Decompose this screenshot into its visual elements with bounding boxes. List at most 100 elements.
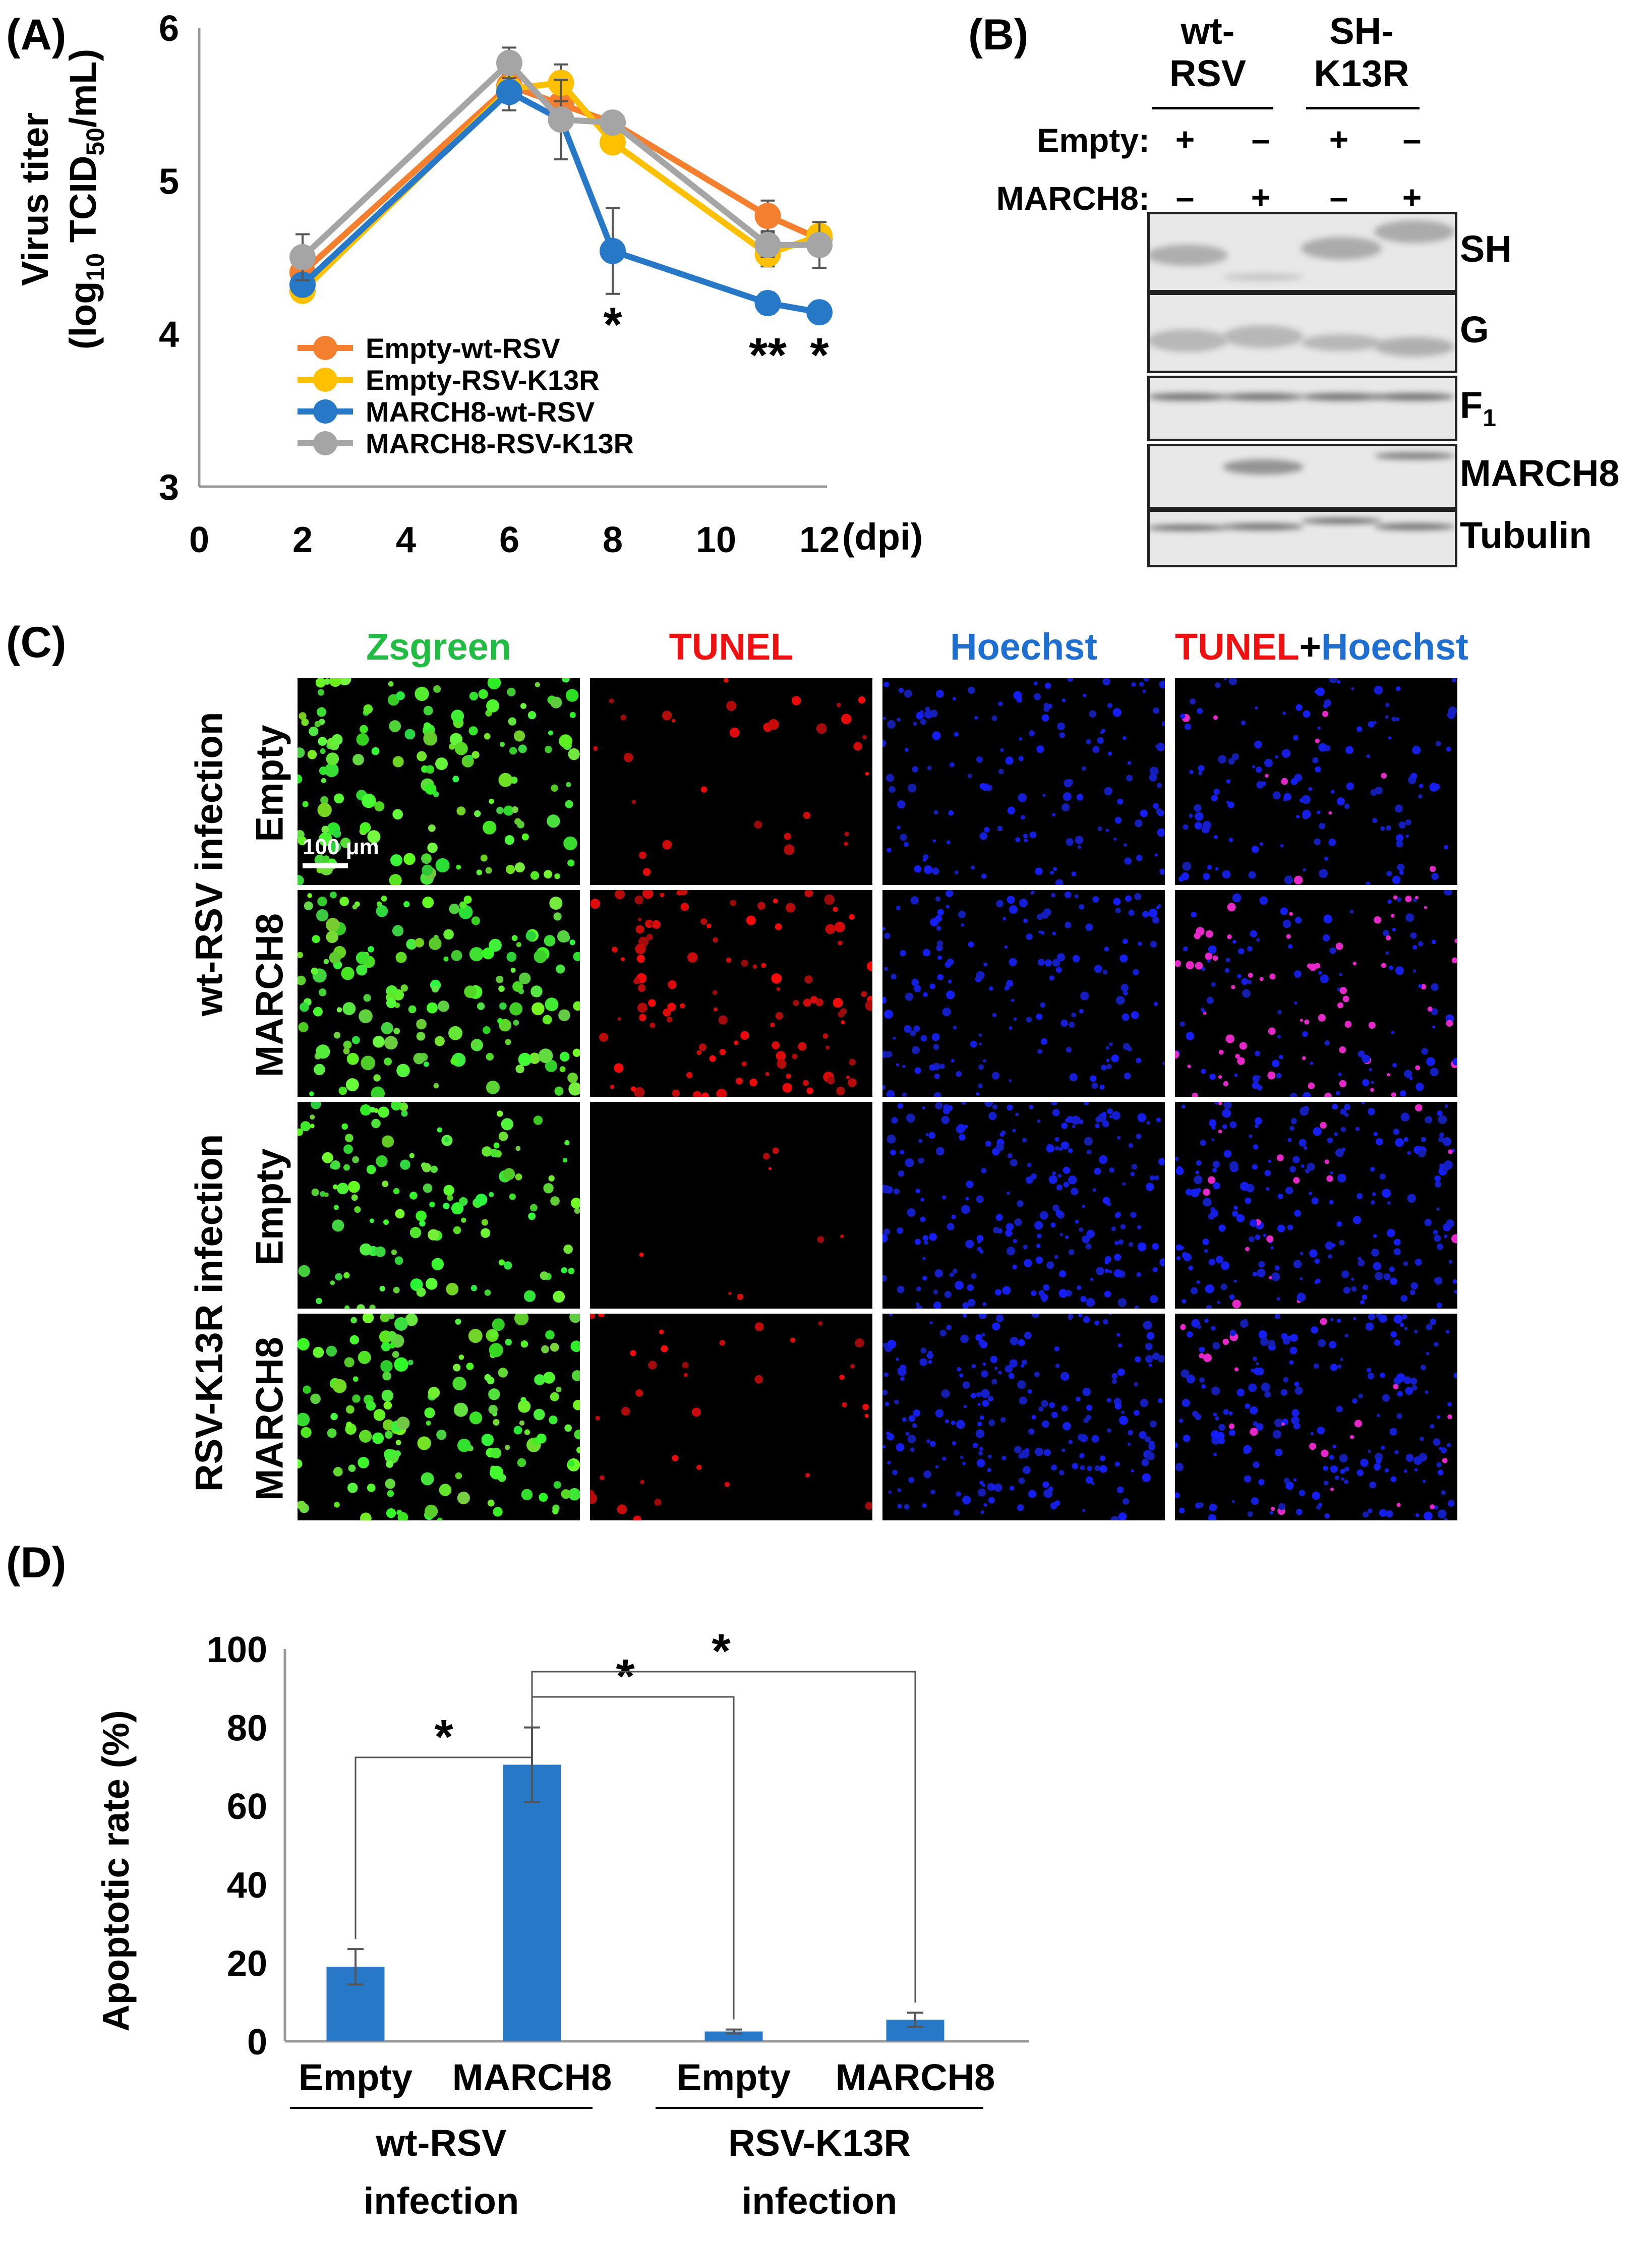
cell-dot — [446, 1282, 459, 1295]
data-point — [600, 129, 626, 156]
cell-dot — [637, 917, 642, 922]
cell-dot — [298, 875, 304, 885]
cell-dot — [507, 687, 516, 696]
cell-dot — [996, 1314, 1004, 1322]
cell-dot — [977, 1240, 981, 1244]
cell-dot — [313, 1346, 324, 1358]
cell-dot — [520, 703, 526, 709]
cell-dot — [667, 1002, 676, 1012]
cell-dot — [301, 718, 309, 726]
cell-dot — [439, 1484, 452, 1496]
cell-dot — [951, 1059, 955, 1063]
cell-dot — [1268, 1276, 1272, 1279]
cell-dot — [1277, 1193, 1283, 1199]
cell-dot — [1444, 1104, 1448, 1108]
cell-dot — [1400, 1323, 1404, 1327]
cell-dot — [400, 984, 408, 992]
cell-dot — [1134, 1410, 1140, 1416]
blot-band — [1374, 393, 1455, 401]
cell-dot — [1430, 1068, 1439, 1077]
cell-dot — [1394, 1339, 1400, 1346]
cell-dot — [1156, 742, 1165, 751]
cell-dot — [524, 1429, 530, 1435]
cell-dot — [1186, 961, 1195, 970]
cell-dot — [538, 1048, 553, 1064]
cell-dot — [937, 940, 943, 947]
cell-dot — [450, 1057, 458, 1065]
cell-dot — [914, 865, 922, 873]
cell-dot — [1197, 708, 1203, 715]
cell-dot — [345, 1405, 355, 1414]
cell-dot — [846, 1075, 850, 1080]
cell-dot — [1386, 871, 1392, 876]
cell-dot — [1374, 685, 1383, 695]
cell-dot — [913, 722, 917, 726]
cell-dot — [1365, 1322, 1374, 1331]
cell-dot — [1094, 1167, 1101, 1175]
cell-dot — [946, 990, 955, 999]
cell-dot — [1422, 1480, 1426, 1483]
cell-dot — [994, 1483, 1002, 1492]
cell-dot — [1413, 1456, 1423, 1465]
cell-dot — [313, 1007, 323, 1017]
cell-dot — [1393, 1315, 1403, 1324]
cell-dot — [600, 1475, 605, 1481]
cell-dot — [1152, 1243, 1159, 1250]
cell-dot — [569, 1314, 580, 1323]
cell-dot — [1012, 1264, 1017, 1270]
cell-dot — [1102, 970, 1108, 975]
micrograph-row-label-text: MARCH8 — [248, 1336, 291, 1501]
merge-image — [1175, 890, 1457, 1097]
cell-dot — [1278, 1503, 1286, 1510]
cell-dot — [992, 1013, 996, 1018]
cell-dot — [887, 1433, 895, 1441]
cell-dot — [590, 899, 601, 909]
cell-dot — [763, 1153, 770, 1160]
cell-dot — [1224, 678, 1227, 681]
cell-dot — [1054, 1146, 1059, 1151]
cell-dot — [882, 996, 887, 1004]
cell-dot — [1024, 1259, 1032, 1267]
cell-dot — [520, 1397, 526, 1403]
cell-dot — [1114, 816, 1122, 824]
cell-dot — [1358, 1259, 1365, 1267]
cell-dot — [1036, 1244, 1041, 1248]
cell-dot — [1352, 961, 1357, 966]
cell-dot — [1071, 1115, 1081, 1125]
cell-dot — [1386, 935, 1391, 940]
cell-dot — [318, 832, 333, 847]
cell-dot — [1446, 1020, 1453, 1027]
cell-dot — [1086, 1149, 1092, 1155]
cell-dot — [519, 1420, 525, 1426]
blot-group-2-line2: K13R — [1314, 52, 1409, 94]
cell-dot — [1182, 1399, 1190, 1407]
cell-dot — [329, 841, 341, 853]
cell-dot — [993, 1226, 999, 1233]
cell-dot — [1154, 853, 1158, 857]
cell-dot — [666, 1016, 673, 1023]
cell-dot — [1274, 1314, 1280, 1320]
cell-dot — [1309, 963, 1317, 971]
cell-dot — [776, 1051, 786, 1061]
legend-label: MARCH8-wt-RSV — [366, 396, 595, 428]
cell-dot — [1289, 1166, 1296, 1173]
cell-dot — [887, 1461, 891, 1465]
cell-dot — [1182, 861, 1192, 871]
cell-dot — [889, 1314, 893, 1317]
cell-dot — [1017, 1504, 1024, 1511]
cell-dot — [1054, 1255, 1058, 1259]
cell-dot — [1430, 1504, 1435, 1509]
cell-dot — [962, 1314, 967, 1318]
cell-dot — [1006, 1247, 1016, 1256]
cell-dot — [1010, 1159, 1018, 1167]
cell-dot — [1086, 1404, 1093, 1411]
cell-dot — [1401, 1314, 1407, 1320]
cell-dot — [1142, 689, 1146, 693]
cell-dot — [864, 1413, 869, 1418]
cell-dot — [1403, 1469, 1407, 1473]
cell-dot — [1109, 1167, 1114, 1173]
cell-dot — [890, 1149, 896, 1156]
blot-strip — [1147, 376, 1457, 441]
cell-dot — [1252, 1271, 1258, 1277]
cell-dot — [1183, 946, 1188, 952]
